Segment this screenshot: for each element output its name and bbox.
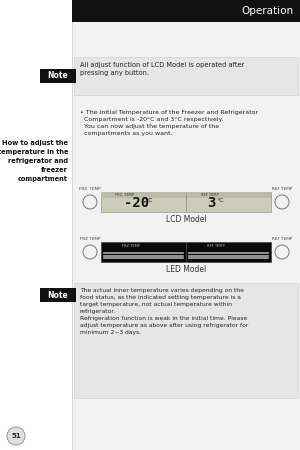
Text: -20: -20 [124, 196, 149, 210]
Text: REF TEMP: REF TEMP [272, 187, 292, 191]
Text: The actual inner temperature varies depending on the
food status, as the indicat: The actual inner temperature varies depe… [80, 288, 248, 335]
Text: All adjust function of LCD Model is operated after
pressing any button.: All adjust function of LCD Model is oper… [80, 62, 244, 77]
Text: °C: °C [146, 198, 153, 203]
Text: Note: Note [48, 291, 68, 300]
FancyBboxPatch shape [101, 192, 271, 198]
FancyBboxPatch shape [101, 242, 271, 262]
Text: REF TEMP: REF TEMP [201, 193, 219, 197]
Circle shape [7, 427, 25, 445]
FancyBboxPatch shape [72, 22, 300, 450]
FancyBboxPatch shape [72, 0, 300, 22]
Text: 3: 3 [207, 196, 216, 210]
Text: FRZ. TEMP: FRZ. TEMP [79, 187, 101, 191]
Text: 51: 51 [11, 433, 21, 439]
FancyBboxPatch shape [40, 288, 76, 302]
Text: LED Model: LED Model [166, 265, 206, 274]
Text: FRZ. TEMP: FRZ. TEMP [115, 193, 134, 197]
Text: Note: Note [48, 72, 68, 81]
Text: • The initial Temperature of the Freezer and Refrigerator
  Compartment is -20°C: • The initial Temperature of the Freezer… [80, 110, 258, 136]
Text: LCD Model: LCD Model [166, 215, 206, 224]
FancyBboxPatch shape [40, 69, 76, 83]
FancyBboxPatch shape [74, 283, 298, 398]
Text: Operation: Operation [242, 6, 294, 16]
Text: °C: °C [217, 198, 224, 203]
Text: FRZ TEMP: FRZ TEMP [80, 237, 100, 241]
Text: REF TEMP: REF TEMP [207, 244, 225, 248]
Text: How to adjust the
temperature in the
refrigerator and
freezer
compartment: How to adjust the temperature in the ref… [0, 140, 68, 182]
FancyBboxPatch shape [74, 57, 298, 95]
Text: FRZ TEMP: FRZ TEMP [122, 244, 140, 248]
Text: REF TEMP: REF TEMP [272, 237, 292, 241]
FancyBboxPatch shape [101, 192, 271, 212]
